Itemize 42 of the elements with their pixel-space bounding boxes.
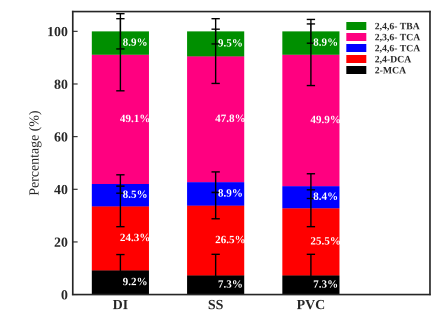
legend-label: 2,3,6- TCA bbox=[375, 34, 420, 42]
data-label: 8.9% bbox=[123, 38, 147, 46]
data-label: 25.5% bbox=[310, 237, 340, 245]
data-label: 8.9% bbox=[314, 38, 338, 46]
legend-label: 2-MCA bbox=[375, 66, 406, 74]
legend-label: 2,4-DCA bbox=[375, 56, 412, 64]
data-label: 8.5% bbox=[123, 190, 147, 198]
bar bbox=[282, 54, 340, 186]
bar bbox=[92, 31, 149, 55]
data-label: 26.5% bbox=[216, 236, 245, 244]
y-tick-label: 80 bbox=[54, 80, 68, 89]
data-label: 8.4% bbox=[314, 192, 338, 200]
data-label: 24.3% bbox=[120, 234, 150, 242]
data-label: 7.3% bbox=[218, 280, 242, 288]
bar bbox=[92, 206, 149, 270]
y-tick-label: 60 bbox=[54, 132, 68, 142]
bar bbox=[282, 186, 340, 208]
data-label: 47.8% bbox=[215, 114, 245, 122]
bar bbox=[187, 206, 244, 276]
bar bbox=[187, 31, 244, 56]
data-label: 7.3% bbox=[314, 280, 338, 288]
data-label: 9.5% bbox=[218, 39, 242, 47]
data-label: 9.2% bbox=[122, 278, 147, 286]
legend-label: 2,4,6- TBA bbox=[375, 22, 420, 31]
y-axis-title: Percentage (%) bbox=[28, 111, 42, 196]
y-tick-label: 20 bbox=[54, 238, 68, 247]
bar bbox=[187, 182, 244, 206]
bar bbox=[282, 31, 340, 55]
bar bbox=[92, 54, 149, 184]
data-label: 49.1% bbox=[120, 114, 150, 122]
bar bbox=[187, 56, 244, 182]
y-tick-label: 40 bbox=[54, 184, 68, 194]
y-tick-label: 0 bbox=[61, 290, 68, 300]
legend-label: 2,4,6- TCA bbox=[375, 44, 420, 53]
bar bbox=[282, 208, 340, 276]
x-tick-label: SS bbox=[208, 300, 223, 310]
x-tick-label: PVC bbox=[296, 300, 324, 310]
x-tick-label: DI bbox=[112, 300, 128, 310]
data-label: 8.9% bbox=[218, 189, 242, 197]
data-label: 49.9% bbox=[310, 116, 340, 124]
bar bbox=[92, 184, 149, 206]
y-tick-label: 100 bbox=[48, 26, 68, 36]
